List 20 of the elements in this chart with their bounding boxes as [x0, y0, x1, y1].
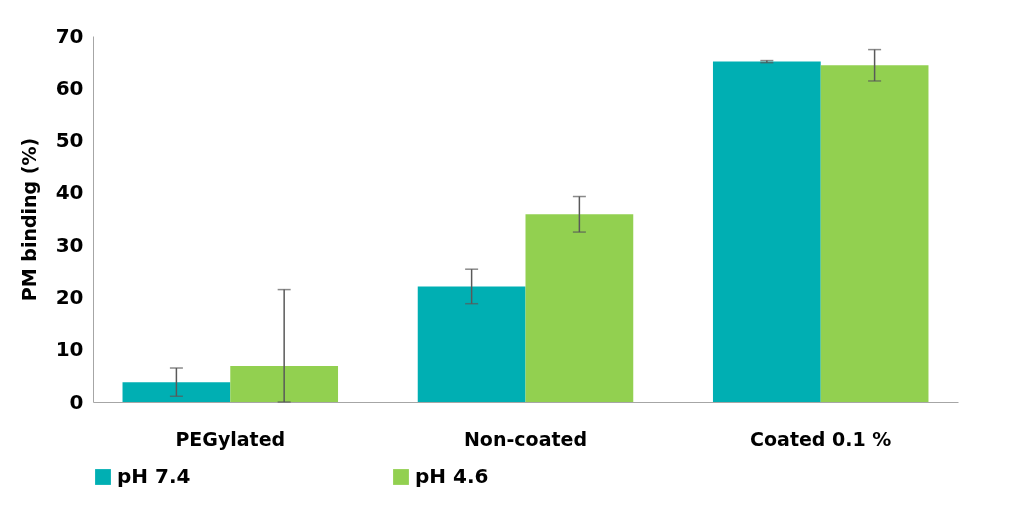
- y-tick-label: 40: [55, 180, 84, 205]
- x-tick-label: PEGylated: [175, 427, 286, 450]
- bar: [417, 286, 526, 402]
- bar: [122, 382, 231, 402]
- legend-label: pH 4.6: [415, 464, 489, 488]
- y-tick-label: 10: [55, 337, 84, 362]
- y-tick-label: 50: [55, 128, 84, 153]
- y-tick-label: 0: [69, 389, 84, 414]
- bar: [230, 365, 339, 402]
- x-tick-label: Coated 0.1 %: [750, 427, 892, 450]
- bar: [525, 214, 634, 402]
- bar: [712, 61, 821, 402]
- y-tick-label: 30: [55, 232, 84, 257]
- bar: [820, 65, 929, 402]
- y-tick-label: 70: [55, 23, 84, 48]
- y-axis-title: PM binding (%): [17, 137, 40, 302]
- x-tick-label: Non-coated: [463, 427, 588, 450]
- y-tick-label: 60: [55, 75, 84, 100]
- y-tick-label: 20: [55, 284, 84, 309]
- legend-label: pH 7.4: [117, 464, 191, 488]
